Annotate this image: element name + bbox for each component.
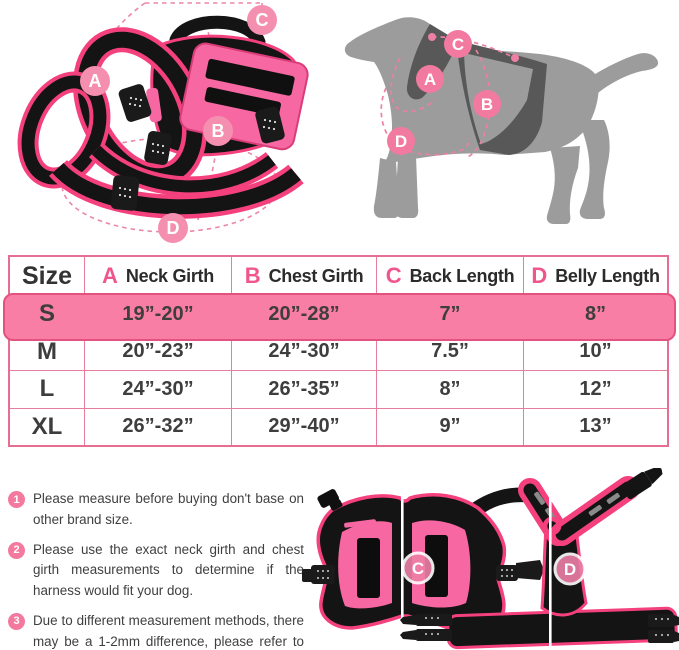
badge-b: B — [203, 116, 233, 146]
row-l-chest: 26”-35” — [231, 370, 376, 408]
badge-b-letter: B — [212, 121, 225, 141]
badge-b-letter: B — [481, 95, 493, 114]
badge-a: A — [80, 66, 110, 96]
note-3-number-badge: 3 — [8, 612, 25, 630]
row-l-neck: 24”-30” — [84, 370, 231, 408]
row-xl-chest: 29”-40” — [231, 407, 376, 445]
header-belly-length: D Belly Length — [523, 257, 667, 295]
note-1-text: Please measure before buying don't base … — [33, 491, 304, 527]
size-table: Size A Neck Girth B Chest Girth C Back Leng… — [3, 255, 676, 447]
badge-d: D — [387, 127, 415, 155]
note-3-text: Due to different measurement methods, th… — [33, 612, 304, 649]
back-panel-product: C — [302, 489, 544, 634]
harness-panels-photo: C — [302, 468, 679, 650]
harness-photo: A B C D — [17, 2, 309, 243]
badge-c-letter: C — [412, 559, 424, 578]
badge-c: C — [444, 30, 472, 58]
header-back-length: C Back Length — [376, 257, 523, 295]
row-xl-neck: 26”-32” — [84, 407, 231, 445]
row-l-size: L — [10, 370, 84, 408]
note-1-number-badge: 1 — [8, 491, 25, 508]
dog-measure-endpoints — [428, 33, 519, 62]
badge-d-letter: D — [167, 218, 180, 238]
badge-c-letter: C — [256, 10, 269, 30]
badge-a-letter: A — [424, 70, 436, 89]
dog-diagram-badges: A B C D — [387, 30, 501, 155]
note-2-text: Please use the exact neck girth and ches… — [33, 541, 304, 599]
header-neck-girth: A Neck Girth — [84, 257, 231, 295]
note-3: 3 Due to different measurement methods, … — [8, 611, 304, 650]
buckles — [110, 84, 285, 211]
note-2-number-badge: 2 — [8, 541, 25, 559]
selected-size-highlight — [3, 293, 676, 341]
notes-list: 1 Please measure before buying don't bas… — [8, 489, 304, 650]
harness-artwork — [17, 15, 309, 219]
badge-a-letter: A — [89, 71, 102, 91]
badge-d-letter: D — [564, 560, 576, 579]
row-xl-size: XL — [10, 407, 84, 446]
chest-panel-product: D — [400, 468, 679, 650]
back-panel-badge-c: C — [401, 551, 435, 585]
size-table-grid: Size A Neck Girth B Chest Girth C Back Leng… — [3, 255, 676, 447]
badge-d-letter: D — [395, 132, 407, 151]
dog-measure-lines — [380, 36, 516, 158]
badge-a: A — [416, 65, 444, 93]
row-l-belly: 12” — [523, 370, 667, 408]
chest-panel-badge-d: D — [553, 552, 587, 586]
row-xl-belly: 13” — [523, 407, 667, 445]
buckle-dots — [118, 96, 277, 199]
note-1: 1 Please measure before buying don't bas… — [8, 489, 304, 531]
badge-c-letter: C — [452, 35, 464, 54]
dog-diagram: A B C D — [344, 17, 659, 224]
badge-b: B — [473, 90, 501, 118]
harness-handle — [169, 15, 266, 49]
row-xl-back: 9” — [376, 407, 523, 445]
badge-d: D — [158, 213, 188, 243]
row-l-back: 8” — [376, 370, 523, 408]
note-2: 2 Please use the exact neck girth and ch… — [8, 540, 304, 602]
harness-photo-badges: A B C D — [80, 5, 277, 243]
header-size: Size — [21, 261, 73, 290]
badge-c: C — [247, 5, 277, 35]
header-chest-girth: B Chest Girth — [231, 257, 376, 295]
